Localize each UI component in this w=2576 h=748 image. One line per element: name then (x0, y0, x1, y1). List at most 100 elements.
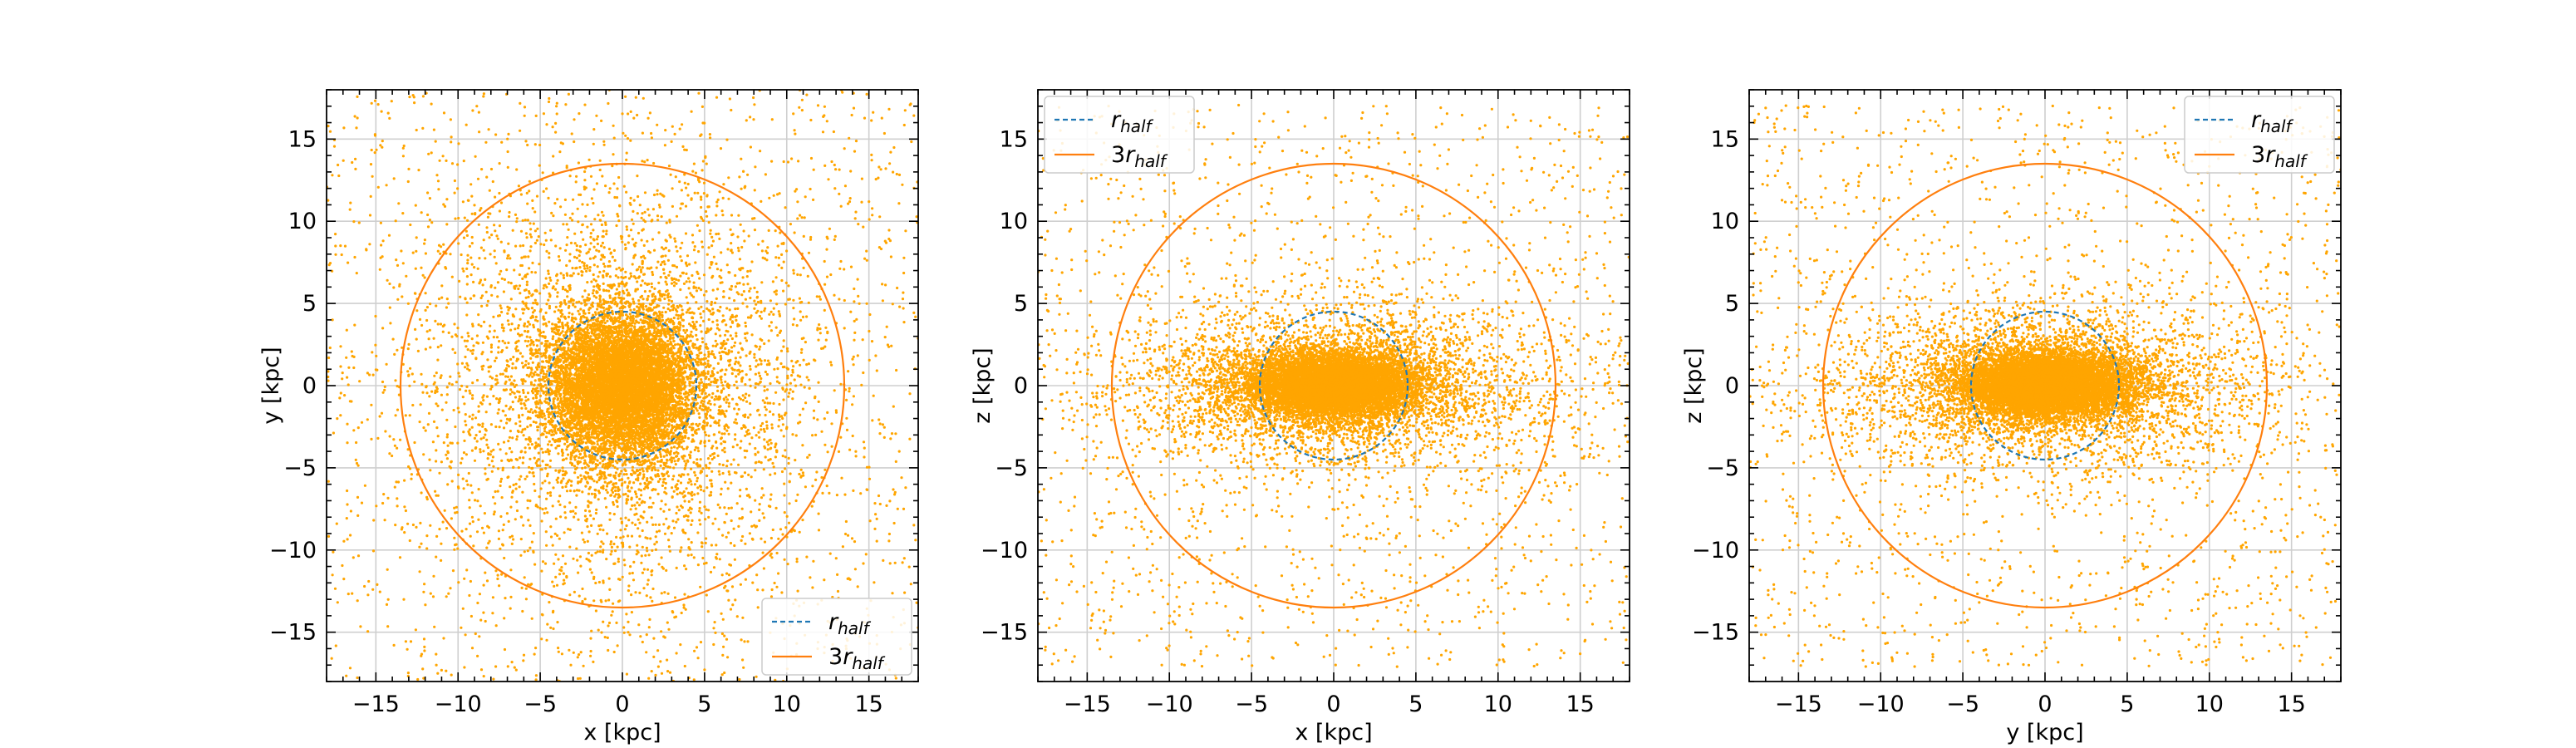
particle-point (504, 452, 508, 455)
particle-point (496, 577, 499, 581)
particle-point (619, 536, 622, 539)
particle-point (640, 494, 643, 497)
particle-point (664, 503, 667, 506)
particle-point (589, 649, 592, 653)
particle-point (746, 173, 750, 176)
particle-point (484, 472, 487, 475)
particle-point (593, 455, 597, 459)
particle-point (850, 113, 853, 117)
particle-point (496, 490, 499, 493)
particle-point (554, 244, 558, 248)
particle-point (762, 494, 765, 497)
particle-point (881, 423, 884, 426)
particle-point (705, 383, 708, 386)
particle-point (602, 262, 606, 266)
particle-point (394, 524, 397, 527)
particle-point (874, 178, 878, 181)
particle-point (507, 242, 510, 245)
particle-point (708, 133, 712, 136)
particle-point (425, 330, 429, 333)
particle-point (582, 664, 585, 667)
particle-point (560, 652, 564, 656)
particle-point (503, 617, 506, 620)
particle-point (573, 320, 576, 323)
particle-point (635, 495, 638, 499)
particle-point (767, 504, 771, 508)
particle-point (625, 317, 628, 321)
particle-point (609, 540, 613, 544)
particle-point (640, 554, 643, 558)
particle-point (438, 471, 441, 475)
particle-point (763, 401, 767, 405)
particle-point (559, 205, 563, 209)
particle-point (581, 466, 584, 470)
particle-point (468, 244, 472, 248)
particle-point (735, 615, 739, 618)
particle-point (696, 458, 699, 461)
particle-point (834, 557, 838, 560)
particle-point (372, 519, 376, 522)
particle-point (521, 413, 524, 416)
particle-point (580, 302, 583, 305)
particle-point (495, 374, 499, 377)
particle-point (834, 409, 838, 412)
particle-point (408, 96, 411, 99)
particle-scatter (327, 90, 918, 682)
particle-point (426, 191, 430, 194)
particle-point (621, 313, 625, 317)
particle-point (572, 198, 575, 201)
particle-point (673, 281, 676, 284)
particle-point (387, 234, 391, 237)
particle-point (474, 632, 477, 636)
particle-point (378, 415, 381, 418)
particle-point (745, 119, 748, 122)
particle-point (537, 402, 540, 406)
particle-point (715, 446, 719, 450)
particle-point (676, 325, 679, 328)
particle-point (734, 273, 737, 278)
particle-point (583, 598, 587, 601)
particle-point (484, 427, 487, 431)
particle-point (742, 666, 745, 669)
particle-point (401, 155, 405, 158)
particle-point (414, 267, 417, 270)
particle-point (495, 234, 499, 238)
particle-point (528, 343, 532, 347)
particle-point (468, 428, 471, 431)
particle-point (682, 606, 686, 609)
particle-point (639, 451, 642, 455)
particle-point (500, 573, 504, 576)
particle-point (793, 529, 796, 533)
particle-point (587, 158, 591, 161)
particle-point (406, 180, 410, 184)
particle-point (654, 488, 657, 491)
particle-point (435, 494, 438, 497)
particle-point (466, 332, 469, 335)
particle-point (824, 326, 828, 329)
particle-point (861, 338, 864, 342)
particle-point (674, 343, 677, 347)
particle-point (639, 514, 642, 518)
particle-point (578, 456, 581, 460)
particle-point (823, 283, 827, 286)
particle-point (854, 450, 858, 453)
particle-point (779, 362, 783, 366)
particle-point (754, 165, 757, 169)
particle-point (693, 493, 696, 496)
particle-point (568, 253, 572, 256)
particle-point (327, 356, 331, 360)
particle-point (762, 567, 766, 570)
particle-point (370, 101, 373, 105)
particle-point (524, 437, 528, 441)
particle-point (465, 528, 468, 531)
particle-point (597, 628, 600, 632)
particle-point (524, 587, 528, 590)
particle-point (657, 231, 661, 234)
particle-point (873, 581, 876, 584)
particle-point (702, 293, 706, 297)
particle-point (708, 461, 711, 465)
particle-point (578, 594, 581, 598)
particle-point (440, 408, 444, 411)
particle-point (748, 378, 751, 381)
particle-point (685, 186, 688, 189)
